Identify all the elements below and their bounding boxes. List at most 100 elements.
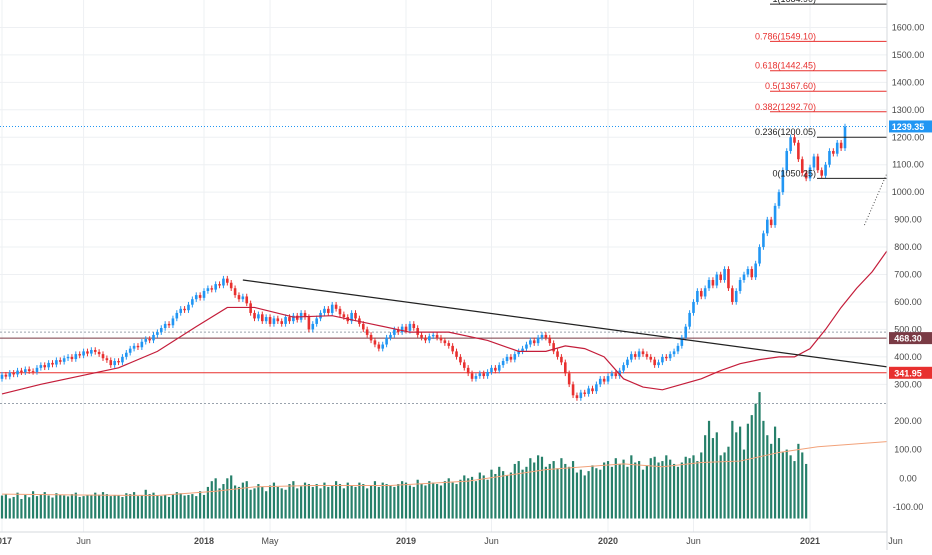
candle-body	[835, 142, 839, 154]
candle-body	[785, 150, 789, 171]
volume-bar	[494, 473, 497, 519]
volume-bar	[276, 486, 279, 519]
candle-body	[579, 392, 583, 399]
candle-body	[109, 360, 113, 366]
volume-bar	[210, 481, 213, 519]
volume-bar	[401, 481, 404, 519]
volume-bar	[86, 494, 89, 519]
volume-bar	[669, 459, 672, 519]
candle-body	[544, 334, 548, 338]
candle-body	[237, 295, 241, 300]
volume-bar	[152, 492, 155, 519]
volume-bar	[684, 456, 687, 519]
volume-bar	[245, 481, 248, 519]
time-tick-label: 2019	[396, 536, 416, 546]
candle-body	[459, 356, 462, 363]
candle-body	[276, 318, 280, 322]
candle-body	[618, 370, 621, 377]
volume-bar	[770, 443, 773, 519]
volume-bar	[750, 415, 753, 519]
volume-bar	[280, 488, 283, 519]
volume-bar	[575, 472, 579, 519]
volume-bar	[746, 423, 749, 519]
volume-bar	[591, 465, 594, 519]
volume-bar	[35, 496, 39, 519]
candle-body	[509, 356, 513, 360]
volume-bar	[645, 465, 648, 519]
price-axis[interactable]: 300.00 400.00 500.00 600.00 700.00 800.00 900.…	[886, 0, 932, 550]
candle-body	[766, 219, 769, 234]
candle-body	[474, 376, 478, 379]
candle-body	[540, 334, 544, 338]
time-tick-label: Jun	[484, 536, 499, 546]
candle-body	[571, 384, 575, 396]
candle-body	[762, 233, 765, 248]
time-axis[interactable]: 2017 Jun 2018 May 2019 Jun 2020 Jun 2021 Jun	[0, 531, 903, 546]
candle-body	[128, 348, 132, 353]
volume-bar	[268, 485, 272, 519]
candle-body	[478, 373, 482, 377]
time-tick-label: Jun	[686, 536, 701, 546]
candle-body	[90, 350, 93, 354]
volume-bar	[117, 495, 120, 519]
candle-body	[692, 301, 695, 313]
volume-bar	[498, 466, 501, 519]
time-tick-label: 2018	[194, 536, 214, 546]
candle-body	[66, 356, 70, 359]
candle-body	[431, 334, 435, 337]
volume-bar	[451, 482, 454, 519]
volume-bar	[587, 471, 590, 519]
candle-body	[824, 164, 827, 176]
volume-bar	[735, 432, 738, 519]
volume-bar	[513, 463, 516, 519]
volume-bar	[160, 496, 163, 519]
volume-bar	[571, 461, 575, 519]
volume-bar	[389, 485, 392, 519]
volume-bar	[369, 485, 373, 519]
horizontal-lines	[0, 125, 887, 405]
candle-body	[307, 317, 311, 330]
volume-bar	[626, 466, 629, 519]
candle-body	[20, 370, 23, 373]
volume-bar	[175, 492, 178, 519]
volume-bar	[505, 475, 509, 519]
candle-body	[567, 373, 571, 385]
volume-bar	[416, 479, 419, 519]
candle-body	[408, 323, 412, 331]
volume-bar	[443, 481, 446, 519]
trendline[interactable]	[242, 279, 932, 382]
volume-bar	[758, 392, 761, 519]
volume-bar	[447, 478, 450, 519]
volume-bar	[47, 495, 50, 519]
price-grid	[0, 0, 897, 532]
candle-body	[241, 296, 245, 300]
candle-body	[16, 370, 19, 375]
candle-body	[556, 351, 559, 357]
volume-bar	[599, 469, 602, 519]
fib-level-label: 1(1684.90)	[772, 0, 816, 4]
volume-bar	[136, 496, 140, 519]
volume-bar	[183, 495, 186, 519]
volume-bar	[707, 420, 711, 519]
candle-body	[614, 373, 618, 377]
candle-body	[361, 323, 365, 330]
candle-body	[497, 365, 501, 371]
volume-bar	[148, 494, 151, 519]
candle-body	[51, 362, 54, 365]
candle-body	[793, 137, 796, 143]
candle-body	[532, 340, 536, 344]
volume-bar	[688, 458, 691, 519]
candle-body	[62, 358, 66, 362]
candle-body	[117, 360, 120, 363]
candle-body	[536, 337, 540, 344]
candle-body	[428, 336, 431, 341]
fib-level-label: 0.618(1442.45)	[755, 61, 816, 71]
candle-body	[416, 328, 419, 335]
volume-bar	[109, 496, 112, 519]
candle-body	[688, 312, 691, 327]
candle-body	[723, 269, 726, 280]
candle-body	[470, 373, 474, 379]
volume-bar	[222, 484, 225, 519]
